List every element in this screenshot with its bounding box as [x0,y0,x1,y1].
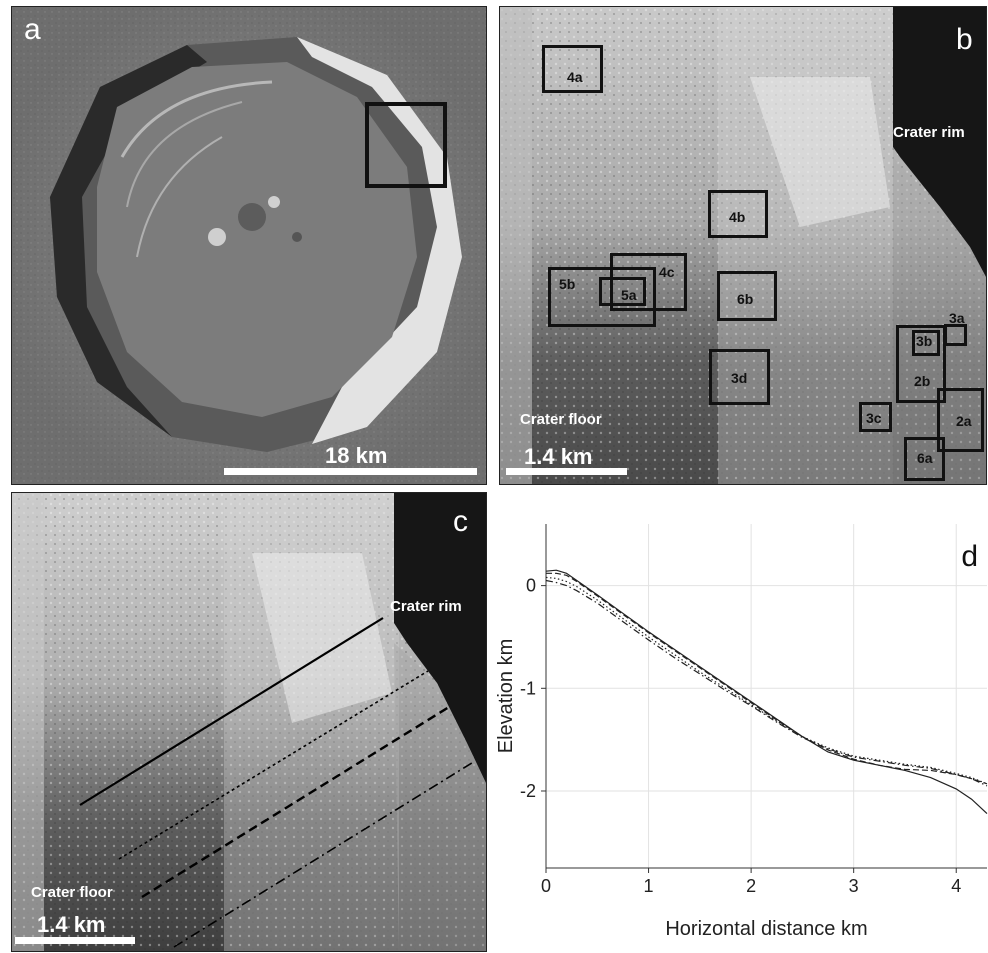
box-6a-label: 6a [917,450,933,466]
panel-c-label: c [453,505,468,538]
box-6a [904,437,945,481]
box-3a-label: 3a [949,310,965,326]
context-box [365,102,447,188]
panel-c-scale-bar [15,937,135,944]
y-tick-label: -2 [520,781,536,801]
panel-c-crater-rim-label: Crater rim [390,598,462,615]
profile-line-dashdot [173,760,476,948]
series-line-dashdot [545,579,988,787]
box-2a [937,388,984,452]
x-tick-label: 0 [541,876,551,896]
y-axis-label: Elevation km [495,639,517,754]
profile-line-solid [79,617,384,806]
box-2b [896,325,946,403]
box-4b-label: 4b [729,209,746,225]
panel-d-label: d [961,540,978,573]
box-4a [542,45,603,93]
box-2a-label: 2a [956,413,972,429]
panel-a-crater-image [12,7,486,484]
box-3c-label: 3c [866,410,882,426]
box-5a [599,277,646,306]
panel-c-crater-wall-image [12,493,486,951]
box-4b [708,190,768,238]
panel-a-scale-label: 18 km [325,443,388,468]
box-3d-label: 3d [731,370,748,386]
panel-b-scale-bar [506,468,627,475]
box-5b-label: 5b [559,276,576,292]
series-line-dotted [545,576,988,785]
x-axis-label: Horizontal distance km [665,918,867,940]
x-tick-label: 3 [849,876,859,896]
y-tick-label: 0 [526,576,536,596]
box-3d [709,349,770,405]
series-line-dashed [546,572,988,785]
panel-c: Crater rim Crater floor c 1.4 km [11,492,487,952]
panel-b-scale-label: 1.4 km [524,444,593,469]
panel-c-crater-floor-label: Crater floor [31,884,113,901]
panel-c-scale-label: 1.4 km [37,912,106,937]
x-tick-label: 2 [746,876,756,896]
box-4c [610,253,687,311]
box-3b [912,330,940,356]
box-5b [548,267,656,327]
box-4a-label: 4a [567,69,583,85]
y-tick-label: -1 [520,678,536,698]
plot-area [546,524,987,868]
profile-line-dashed [141,705,450,899]
panel-b: 4a 4b 5b 4c 5a 6b 3d 3a 2b 3b 2a 3c 6a C… [499,6,987,485]
box-6b-label: 6b [737,291,754,307]
series-line-solid [545,569,988,815]
panel-a-label: a [24,13,41,46]
box-3c [859,402,892,432]
panel-b-label: b [956,23,973,56]
box-3b-label: 3b [916,333,933,349]
panel-b-crater-floor-label: Crater floor [520,411,602,428]
x-tick-label: 1 [644,876,654,896]
box-2b-label: 2b [914,373,931,389]
box-4c-label: 4c [659,264,675,280]
box-3a [944,324,967,346]
profile-line-dotted [118,670,429,860]
box-5a-label: 5a [621,287,637,303]
panel-a: a 18 km [11,6,487,485]
panel-b-crater-rim-label: Crater rim [893,124,965,141]
box-6b [717,271,777,321]
elevation-profile-chart: 0 1 2 3 4 0 -1 -2 Horizontal distance km Elevatio… [495,524,988,940]
panel-a-scale-bar [224,468,477,475]
x-tick-label: 4 [951,876,961,896]
